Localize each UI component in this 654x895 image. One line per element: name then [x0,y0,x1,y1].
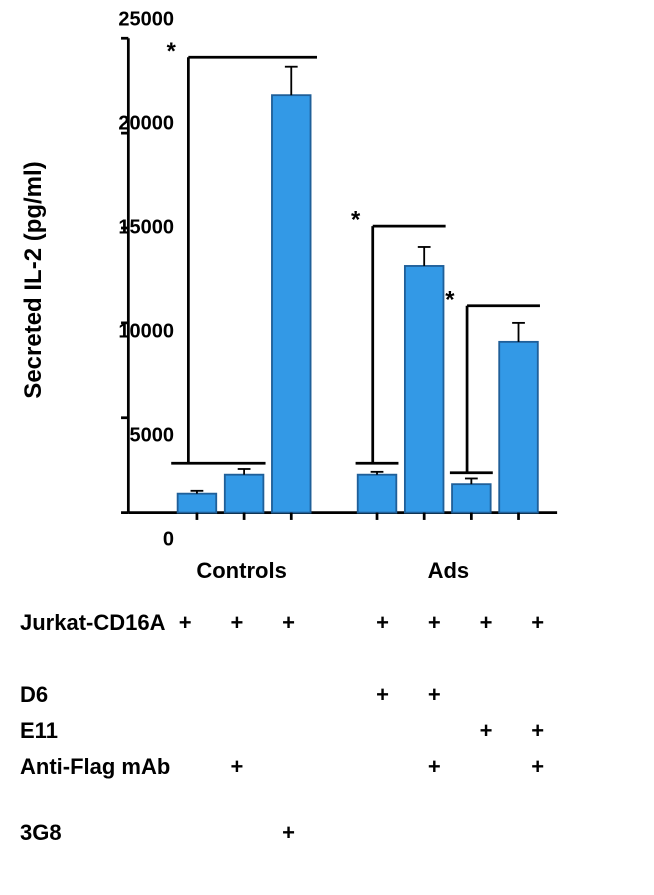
x-group-label: Controls [182,558,302,584]
figure-page: Secreted IL-2 (pg/ml) * * * 0 5000 10000 1500… [0,0,654,895]
bar-chart: * * * [110,20,580,540]
condition-plus: + [222,610,252,636]
y-axis-title: Secreted IL-2 (pg/ml) [20,20,50,540]
condition-plus: + [471,718,501,744]
condition-label: Jurkat-CD16A [20,610,166,636]
condition-label: D6 [20,682,48,708]
condition-plus: + [471,610,501,636]
condition-plus: + [523,754,553,780]
bar [358,475,397,513]
condition-plus: + [419,610,449,636]
condition-label: E11 [20,718,58,744]
bar [405,266,444,513]
y-tick-label: 25000 [104,9,174,32]
condition-plus: + [419,682,449,708]
significance-star: * [167,39,177,65]
y-tick-label: 0 [104,529,174,552]
y-tick-label: 10000 [104,321,174,344]
y-tick-label: 15000 [104,217,174,240]
bar [178,494,217,513]
bar [452,484,491,512]
condition-plus: + [222,754,252,780]
chart-area: Secreted IL-2 (pg/ml) *** [110,20,580,540]
significance-star: * [351,208,361,234]
condition-plus: + [170,610,200,636]
bar [499,342,538,513]
condition-plus: + [274,820,304,846]
condition-label: 3G8 [20,820,62,846]
condition-plus: + [274,610,304,636]
condition-plus: + [368,682,398,708]
significance-star: * [445,287,455,313]
condition-plus: + [368,610,398,636]
y-tick-label: 5000 [104,425,174,448]
y-tick-label: 20000 [104,113,174,136]
condition-label: Anti-Flag mAb [20,754,170,780]
condition-plus: + [523,610,553,636]
condition-plus: + [419,754,449,780]
bar [272,95,311,512]
bar [225,475,264,513]
x-group-label: Ads [388,558,508,584]
condition-plus: + [523,718,553,744]
